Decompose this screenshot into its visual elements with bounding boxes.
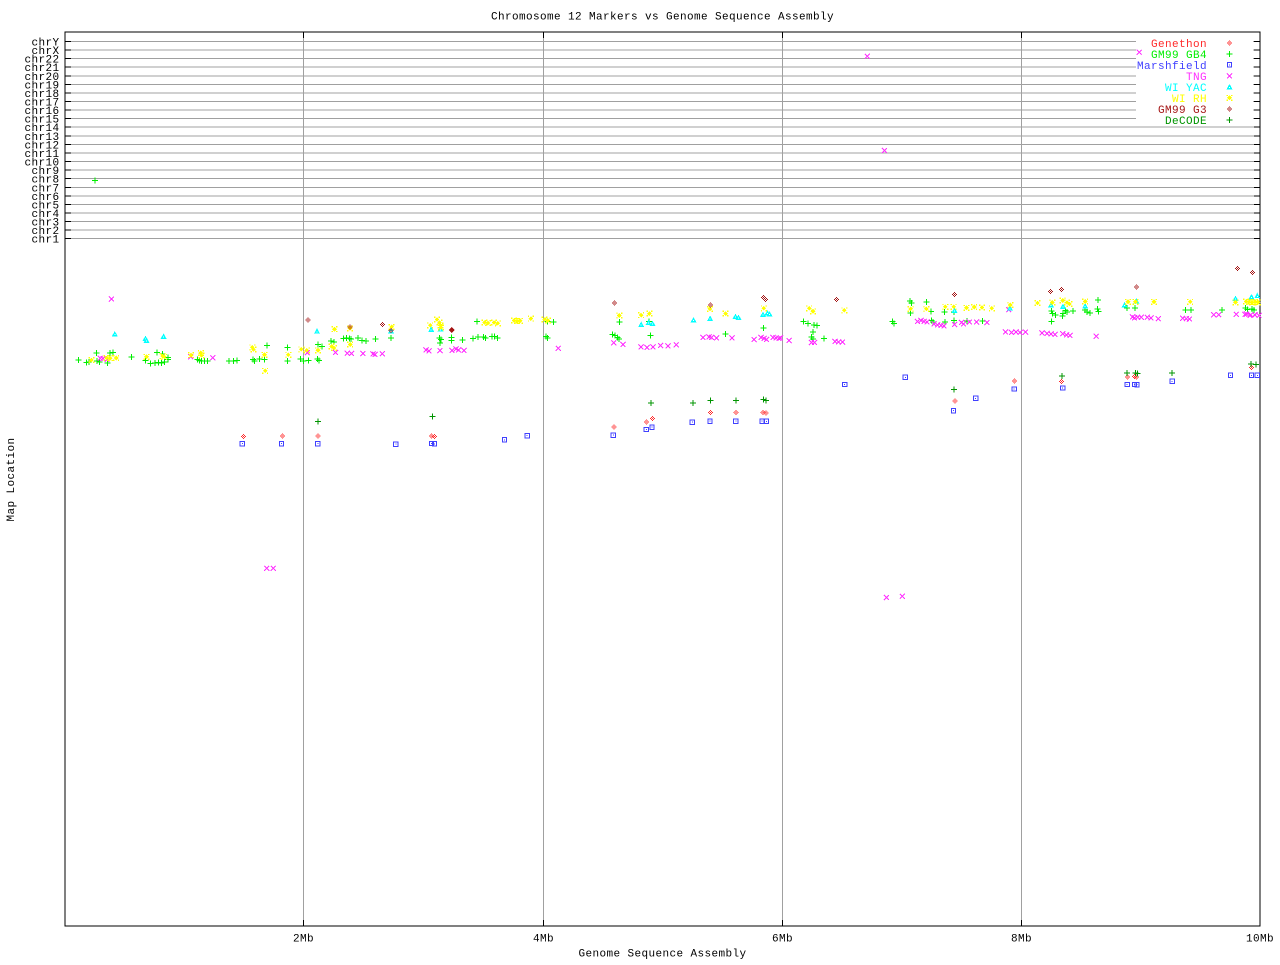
svg-text:Genome Sequence Assembly: Genome Sequence Assembly	[578, 948, 746, 960]
svg-text:Map Location: Map Location	[6, 437, 18, 521]
svg-text:TNG: TNG	[1186, 72, 1207, 84]
svg-text:WI YAC: WI YAC	[1165, 83, 1207, 95]
svg-text:GM99 G3: GM99 G3	[1158, 105, 1207, 117]
svg-text:WI RH: WI RH	[1172, 94, 1207, 106]
svg-text:chr11: chr11	[24, 149, 59, 161]
svg-text:4Mb: 4Mb	[533, 933, 554, 945]
svg-text:8Mb: 8Mb	[1011, 933, 1032, 945]
svg-text:chr1: chr1	[31, 235, 59, 247]
svg-text:DeCODE: DeCODE	[1165, 116, 1207, 128]
svg-text:Chromosome 12 Markers vs Genom: Chromosome 12 Markers vs Genome Sequence…	[491, 12, 834, 24]
svg-text:GM99 GB4: GM99 GB4	[1151, 50, 1207, 62]
svg-text:chr21: chr21	[24, 63, 59, 75]
svg-text:Marshfield: Marshfield	[1137, 61, 1207, 73]
svg-text:chr7: chr7	[31, 183, 59, 195]
svg-text:chr19: chr19	[24, 80, 59, 92]
svg-text:chr22: chr22	[24, 55, 59, 67]
svg-text:2Mb: 2Mb	[293, 933, 314, 945]
svg-text:10Mb: 10Mb	[1246, 933, 1274, 945]
svg-text:chr2: chr2	[31, 226, 59, 238]
svg-text:chr20: chr20	[24, 72, 59, 84]
svg-text:chr9: chr9	[31, 166, 59, 178]
svg-text:chr17: chr17	[24, 98, 59, 110]
svg-text:chr8: chr8	[31, 175, 59, 187]
svg-text:chr18: chr18	[24, 89, 59, 101]
svg-text:chr4: chr4	[31, 209, 59, 221]
svg-text:chr5: chr5	[31, 200, 59, 212]
svg-text:6Mb: 6Mb	[772, 933, 793, 945]
svg-text:chr12: chr12	[24, 140, 59, 152]
svg-text:chr3: chr3	[31, 218, 59, 230]
svg-text:chrX: chrX	[31, 46, 59, 58]
svg-text:chr15: chr15	[24, 115, 59, 127]
svg-text:chr14: chr14	[24, 123, 59, 135]
svg-text:Genethon: Genethon	[1151, 39, 1207, 51]
svg-text:chr13: chr13	[24, 132, 59, 144]
svg-text:chr16: chr16	[24, 106, 59, 118]
svg-text:chr6: chr6	[31, 192, 59, 204]
svg-text:chrY: chrY	[31, 38, 59, 50]
svg-text:chr10: chr10	[24, 158, 59, 170]
